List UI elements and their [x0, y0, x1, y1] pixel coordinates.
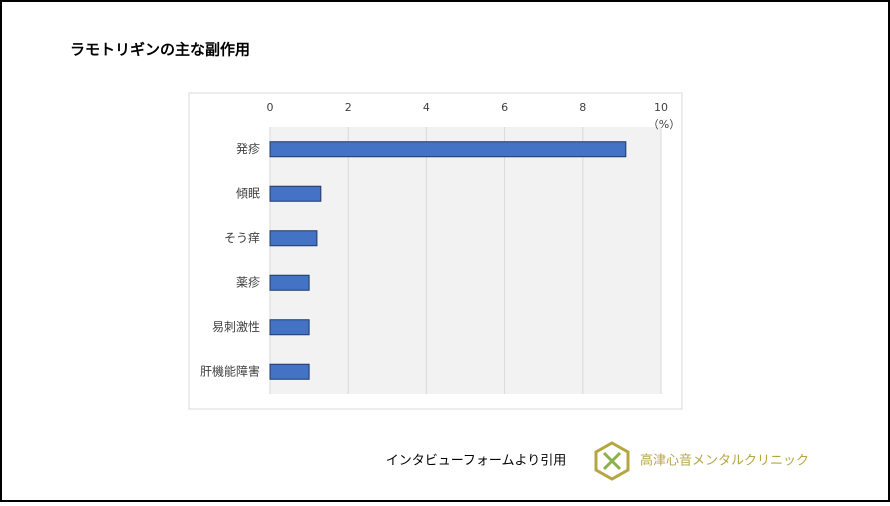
logo-text: 高津心音メンタルクリニック — [640, 453, 809, 469]
x-tick-label: 4 — [423, 101, 430, 114]
bar — [269, 230, 318, 247]
bar — [269, 141, 627, 158]
x-tick-label: 0 — [267, 101, 274, 114]
bar — [269, 363, 310, 380]
y-tick-label: 傾眠 — [236, 186, 260, 200]
logo: 高津心音メンタルクリニック — [594, 441, 809, 481]
x-tick-label: 2 — [345, 101, 352, 114]
bar — [269, 319, 310, 336]
source-note: インタビューフォームより引用 — [386, 454, 567, 469]
bar — [269, 185, 322, 202]
y-tick-label: 肝機能障害 — [200, 363, 260, 378]
plot-area — [270, 127, 661, 394]
x-unit: （%） — [648, 118, 680, 131]
logo-icon — [594, 441, 630, 481]
x-tick-label: 10 — [654, 101, 668, 114]
y-tick-label: 薬疹 — [236, 274, 260, 289]
y-tick-label: 易刺激性 — [212, 320, 260, 334]
x-tick-label: 6 — [501, 101, 508, 114]
logo-cross — [602, 451, 622, 471]
bar — [269, 274, 310, 291]
y-tick-label: 発疹 — [236, 141, 260, 156]
chart-title: ラモトリギンの主な副作用 — [70, 41, 250, 59]
x-tick-label: 8 — [579, 101, 586, 114]
y-tick-label: そう痒 — [224, 230, 260, 245]
